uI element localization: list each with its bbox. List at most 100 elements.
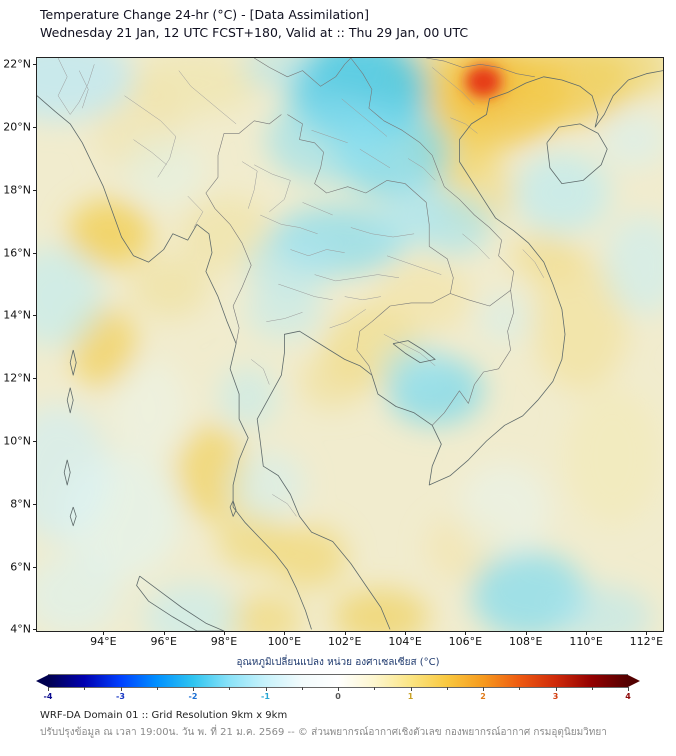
x-tick-mark <box>344 631 346 635</box>
footer-domain-info: WRF-DA Domain 01 :: Grid Resolution 9km … <box>40 710 288 721</box>
coastline <box>63 459 71 486</box>
admin-boundary-line <box>251 359 270 385</box>
admin-boundary-line <box>178 70 237 125</box>
colorbar-tick-label: -2 <box>188 692 198 701</box>
y-tick-mark <box>33 127 37 129</box>
country-border-line <box>426 58 535 78</box>
country-border-line <box>450 290 511 307</box>
temperature-anomaly-blob <box>218 365 279 429</box>
admin-boundary-line <box>266 312 303 322</box>
colorbar-right-arrow-icon <box>628 674 640 687</box>
admin-boundary-line <box>311 129 348 144</box>
temperature-anomaly-blob <box>332 588 430 631</box>
longitude-tick-label: 94°E <box>90 635 117 648</box>
latitude-tick-label: 20°N <box>3 120 31 134</box>
map-plot-area: 94°E 96°E 98°E 100°E 102°E 104°E 106°E 108°E 110… <box>3 57 664 648</box>
temperature-anomaly-blob <box>371 199 433 250</box>
admin-boundary-line <box>344 296 381 301</box>
admin-boundary-line <box>450 117 478 134</box>
temperature-anomaly-blob <box>604 215 663 316</box>
temperature-change-heatmap <box>37 58 663 631</box>
longitude-tick-label: 100°E <box>267 635 302 648</box>
temperature-anomaly-blob <box>299 353 366 410</box>
admin-boundary-line <box>432 67 475 106</box>
colorbar-tick-mark <box>265 687 267 691</box>
temperature-anomaly-blob <box>218 507 285 570</box>
colorbar-tick-mark <box>628 687 629 691</box>
longitude-tick-label: 102°E <box>327 635 362 648</box>
colorbar-tick-mark <box>519 687 521 690</box>
colorbar-tick-mark <box>483 687 484 691</box>
temperature-anomaly-blob <box>124 136 203 206</box>
colorbar-tick-mark <box>156 687 158 690</box>
x-tick-mark <box>586 631 588 635</box>
temperature-anomaly-blob <box>269 525 348 589</box>
temperature-anomaly-blob <box>37 246 104 347</box>
colorbar-tick-mark <box>301 687 303 690</box>
longitude-tick-label: 110°E <box>569 635 603 648</box>
colorbar-block: อุณหภูมิเปลี่ยนแปลง หน่วย องศาเซลเซียส (… <box>36 655 640 703</box>
temperature-anomaly-blob <box>245 233 336 297</box>
x-tick-mark <box>103 631 105 635</box>
colorbar-tick-mark <box>84 687 86 690</box>
colorbar-tick-mark <box>120 687 122 691</box>
latitude-tick-label: 6°N <box>10 560 31 574</box>
longitude-tick-label: 106°E <box>448 635 483 648</box>
longitude-tick-label: 98°E <box>210 635 238 648</box>
latitude-tick-label: 14°N <box>3 308 31 322</box>
colorbar-tick-mark <box>374 687 376 690</box>
latitude-tick-label: 12°N <box>3 371 31 385</box>
x-tick-mark <box>284 631 286 635</box>
admin-boundary-line <box>187 195 204 228</box>
y-tick-mark <box>33 629 37 631</box>
y-tick-mark <box>33 503 37 505</box>
page-title: Temperature Change 24-hr (°C) - [Data As… <box>40 7 369 22</box>
colorbar-tick-mark <box>555 687 557 691</box>
colorbar <box>36 673 640 688</box>
colorbar-title: อุณหภูมิเปลี่ยนแปลง หน่วย องศาเซลเซียส (… <box>236 657 440 668</box>
x-tick-mark <box>646 631 648 635</box>
admin-boundary-line <box>254 164 291 212</box>
longitude-tick-label: 104°E <box>388 635 422 648</box>
y-tick-mark <box>33 378 37 380</box>
colorbar-tick-mark <box>48 687 49 691</box>
coastline <box>69 506 77 527</box>
coastline <box>136 575 225 631</box>
coastline <box>69 349 77 376</box>
colorbar-tick-mark <box>229 687 231 690</box>
page-subtitle: Wednesday 21 Jan, 12 UTC FCST+180, Valid… <box>40 25 469 40</box>
admin-boundary-line <box>260 214 318 235</box>
admin-boundary-line <box>341 98 388 137</box>
temperature-anomaly-blob <box>564 387 662 526</box>
latitude-tick-label: 8°N <box>10 497 31 511</box>
country-border-line <box>254 58 352 87</box>
temperature-anomaly-blob <box>227 450 306 520</box>
header: Temperature Change 24-hr (°C) - [Data As… <box>40 7 468 40</box>
admin-boundary-line <box>407 158 436 181</box>
y-tick-mark <box>33 441 37 443</box>
coastline <box>392 340 436 364</box>
y-tick-mark <box>33 252 37 254</box>
admin-boundary-line <box>386 255 442 275</box>
x-tick-mark <box>465 631 467 635</box>
colorbar-left-arrow-icon <box>36 674 48 687</box>
admin-boundary-line <box>329 308 366 329</box>
temperature-anomaly-blob <box>374 258 472 335</box>
x-tick-mark <box>405 631 407 635</box>
colorbar-tick-label: 4 <box>625 692 631 701</box>
latitude-tick-label: 18°N <box>3 183 31 197</box>
longitude-tick-label: 96°E <box>150 635 177 648</box>
admin-boundary-line <box>290 249 345 257</box>
colorbar-gradient <box>48 673 628 688</box>
temperature-anomaly-blob <box>242 58 315 93</box>
latitude-tick-label: 22°N <box>3 57 31 71</box>
latitude-tick-label: 10°N <box>3 434 31 448</box>
temperature-anomaly-blob <box>130 255 209 319</box>
y-tick-mark <box>33 315 37 317</box>
colorbar-tick-mark <box>338 687 339 691</box>
colorbar-tick-label: 0 <box>335 692 341 701</box>
coastline <box>37 95 312 630</box>
colorbar-tick-mark <box>591 687 593 690</box>
y-tick-mark <box>33 189 37 191</box>
